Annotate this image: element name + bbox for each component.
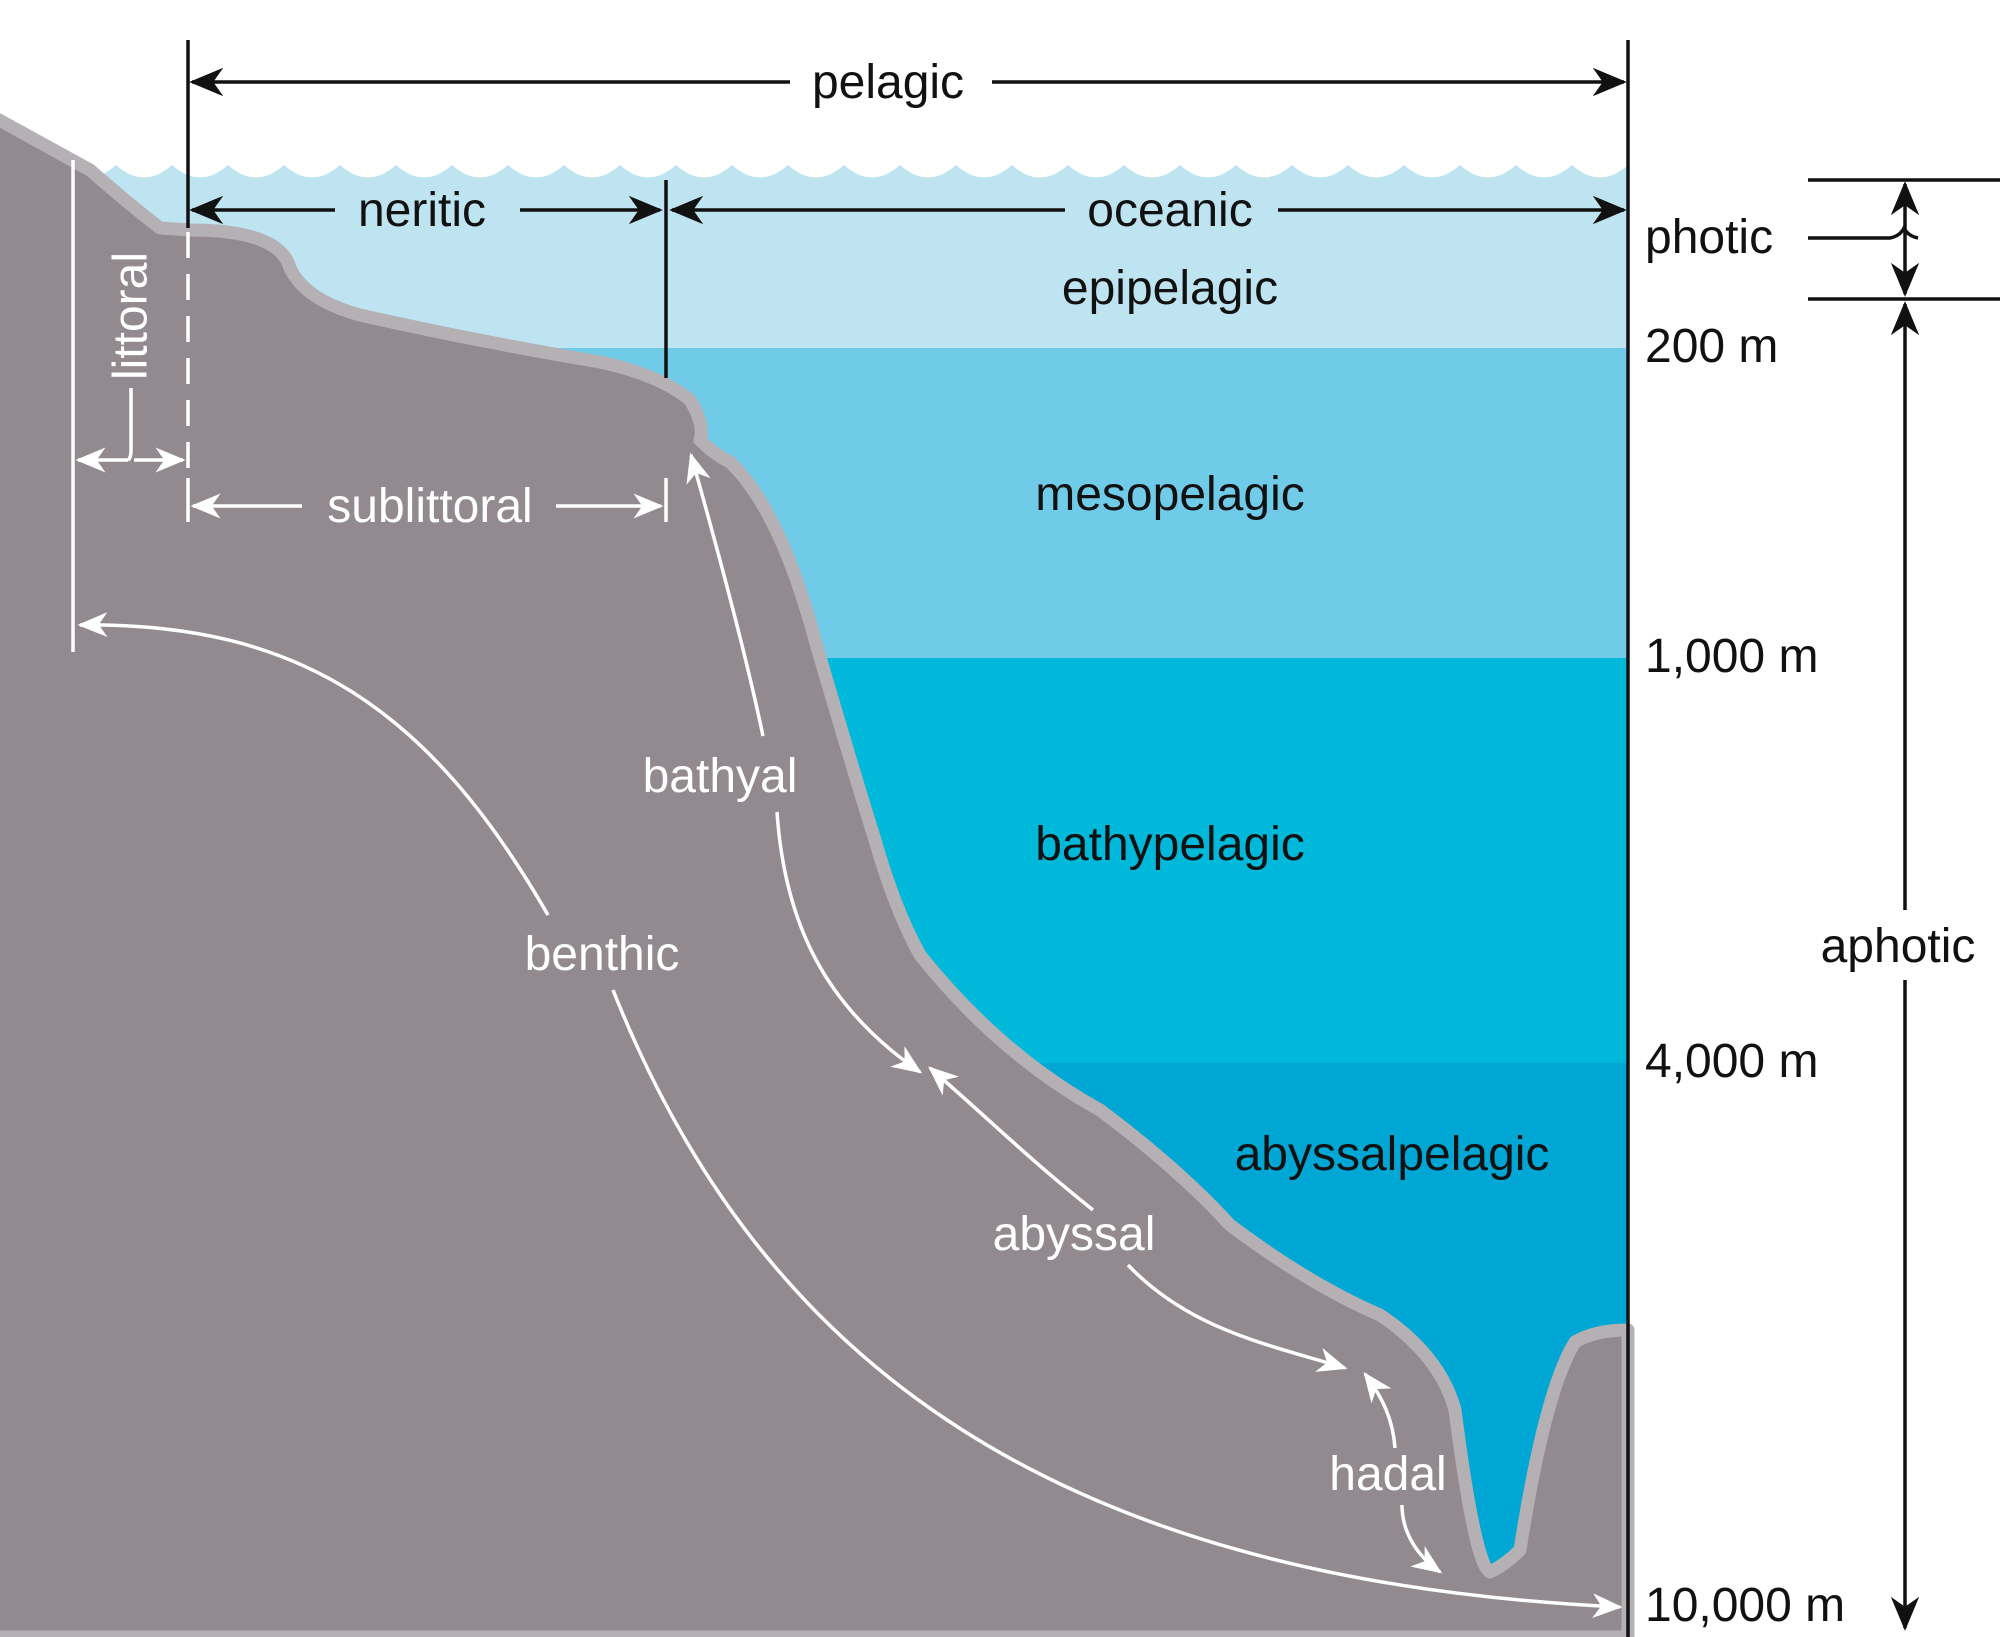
water-surface [0, 0, 1628, 178]
neritic-label: neritic [358, 184, 486, 237]
bathyal-arrow-down [775, 811, 923, 1074]
seafloor [0, 113, 1635, 1637]
hadal-arrow-down [1400, 1504, 1443, 1574]
benthic-arrow-upper [77, 612, 550, 916]
bathypelagic-label: bathypelagic [1035, 818, 1305, 871]
depth-4000m-label: 4,000 m [1645, 1035, 1818, 1088]
epipelagic-label: epipelagic [1062, 262, 1278, 315]
abyssal-label: abyssal [993, 1208, 1156, 1261]
benthic-arrow-lower [611, 989, 1623, 1619]
sublittoral-label: sublittoral [327, 480, 532, 533]
bathyal-label: bathyal [643, 750, 798, 803]
abyssal-arrow-down [1126, 1263, 1348, 1372]
hadal-label: hadal [1329, 1448, 1446, 1501]
hadal-arrow-up [1363, 1371, 1397, 1449]
oceanic-label: oceanic [1087, 184, 1252, 237]
littoral-label: littoral [105, 252, 158, 380]
benthic-label: benthic [525, 928, 680, 981]
littoral-leader [126, 388, 133, 462]
depth-1000m-label: 1,000 m [1645, 630, 1818, 683]
photic-label: photic [1645, 211, 1773, 264]
photic-leader [1808, 224, 1919, 240]
aphotic-label: aphotic [1821, 920, 1976, 973]
depth-10000m-label: 10,000 m [1645, 1579, 1845, 1632]
mesopelagic-label: mesopelagic [1035, 468, 1304, 521]
bathyal-arrow-up [686, 452, 765, 737]
abyssalpelagic-label: abyssalpelagic [1235, 1128, 1550, 1181]
depth-200m-label: 200 m [1645, 320, 1778, 373]
abyssal-arrow-up [928, 1066, 1095, 1212]
pelagic-label: pelagic [812, 56, 964, 109]
